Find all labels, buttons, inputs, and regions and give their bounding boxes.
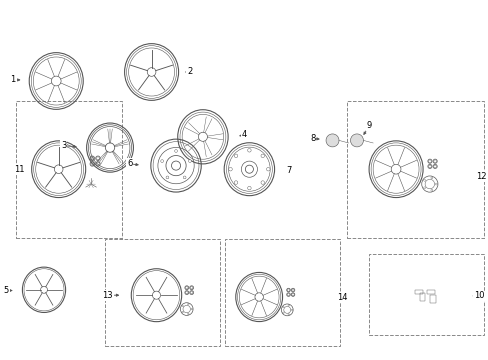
- Text: 4: 4: [242, 130, 246, 139]
- Text: 5: 5: [4, 286, 9, 295]
- Bar: [16, 101, 122, 238]
- Circle shape: [350, 134, 363, 147]
- Text: 12: 12: [475, 172, 486, 181]
- Circle shape: [228, 167, 232, 171]
- Text: 6: 6: [127, 159, 132, 168]
- Text: 7: 7: [285, 166, 290, 175]
- Circle shape: [261, 154, 264, 158]
- Text: 9: 9: [366, 121, 371, 130]
- Bar: [368, 254, 483, 335]
- Circle shape: [234, 181, 237, 184]
- Bar: [346, 101, 483, 238]
- Circle shape: [161, 160, 163, 162]
- Circle shape: [174, 150, 177, 152]
- Bar: [224, 239, 339, 346]
- Bar: [414, 289, 423, 294]
- Text: 13: 13: [102, 291, 113, 300]
- Circle shape: [183, 176, 185, 179]
- Text: 8: 8: [310, 134, 315, 143]
- Bar: [105, 239, 220, 346]
- Circle shape: [188, 160, 191, 162]
- Bar: [429, 295, 435, 303]
- Bar: [426, 289, 434, 294]
- Circle shape: [234, 154, 237, 158]
- Circle shape: [247, 149, 251, 152]
- Circle shape: [325, 134, 338, 147]
- Text: 2: 2: [187, 68, 192, 77]
- Text: 10: 10: [473, 292, 484, 300]
- Circle shape: [266, 167, 269, 171]
- Text: 1: 1: [11, 76, 16, 85]
- Circle shape: [247, 186, 251, 190]
- Text: 3: 3: [61, 141, 66, 150]
- Text: 14: 14: [336, 292, 347, 301]
- Text: 11: 11: [14, 165, 25, 174]
- Circle shape: [166, 176, 168, 179]
- Bar: [419, 293, 425, 301]
- Circle shape: [261, 181, 264, 184]
